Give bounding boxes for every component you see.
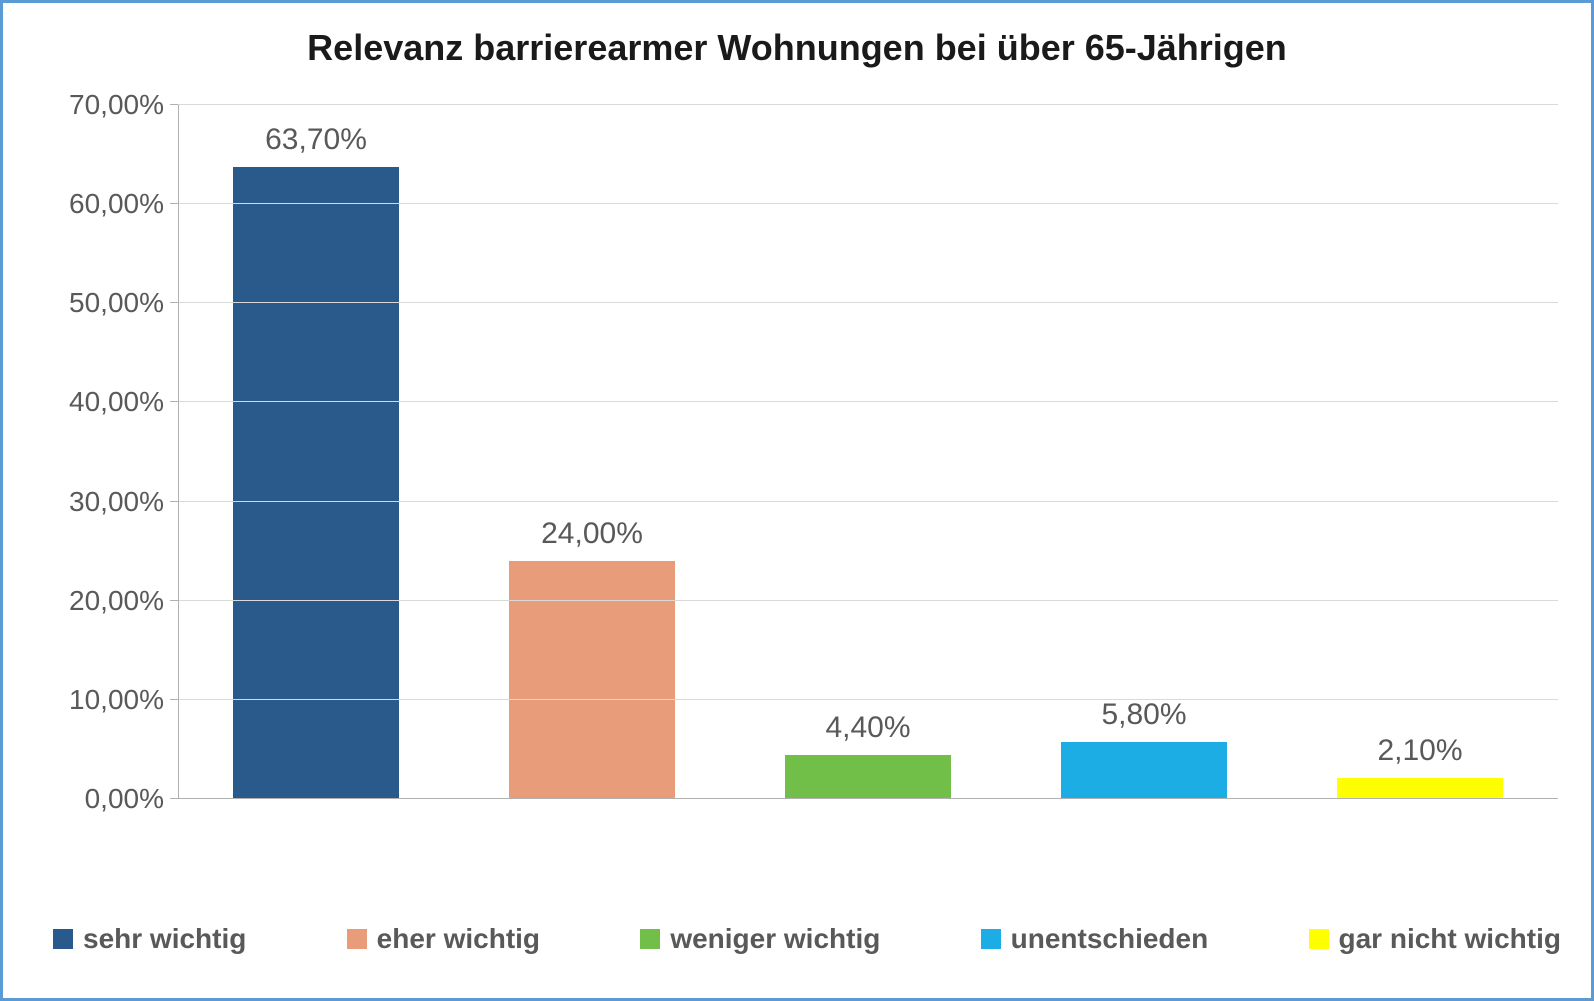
y-tick-label: 20,00% (69, 585, 178, 617)
gridline (178, 203, 1558, 204)
legend-item: sehr wichtig (53, 923, 246, 955)
bar-slot: 2,10% (1282, 105, 1558, 799)
bar-slot: 5,80% (1006, 105, 1282, 799)
legend-swatch (53, 929, 73, 949)
bar-data-label: 4,40% (825, 711, 910, 745)
bars-row: 63,70% 24,00% 4,40% 5,80% 2,10% (178, 105, 1558, 799)
y-tick-label: 40,00% (69, 386, 178, 418)
y-tick-label: 0,00% (85, 783, 178, 815)
chart-frame: Relevanz barrierearmer Wohnungen bei übe… (0, 0, 1594, 1001)
bar (509, 561, 675, 799)
legend-swatch (640, 929, 660, 949)
y-tick-label: 60,00% (69, 188, 178, 220)
legend-label: gar nicht wichtig (1339, 923, 1561, 955)
y-tick-label: 30,00% (69, 486, 178, 518)
y-tick-label: 50,00% (69, 287, 178, 319)
legend-swatch (1309, 929, 1329, 949)
y-tick-label: 10,00% (69, 684, 178, 716)
y-tick-label: 70,00% (69, 89, 178, 121)
bar-slot: 24,00% (454, 105, 730, 799)
gridline (178, 501, 1558, 502)
legend-item: gar nicht wichtig (1309, 923, 1561, 955)
bar-slot: 63,70% (178, 105, 454, 799)
legend-swatch (347, 929, 367, 949)
gridline (178, 600, 1558, 601)
chart-title: Relevanz barrierearmer Wohnungen bei übe… (3, 27, 1591, 69)
legend-item: weniger wichtig (640, 923, 880, 955)
gridline (178, 699, 1558, 700)
y-axis-line (178, 105, 179, 799)
legend: sehr wichtig eher wichtig weniger wichtig u… (53, 923, 1561, 955)
bar (1337, 778, 1503, 799)
legend-swatch (981, 929, 1001, 949)
x-axis-line (178, 798, 1558, 799)
gridline (178, 302, 1558, 303)
gridline (178, 104, 1558, 105)
legend-label: sehr wichtig (83, 923, 246, 955)
bar-slot: 4,40% (730, 105, 1006, 799)
bar-data-label: 24,00% (541, 517, 643, 551)
legend-item: unentschieden (981, 923, 1209, 955)
bar (1061, 742, 1227, 800)
bar-data-label: 5,80% (1101, 698, 1186, 732)
gridline (178, 401, 1558, 402)
bar-data-label: 63,70% (265, 123, 367, 157)
bar-data-label: 2,10% (1377, 734, 1462, 768)
plot-area: 63,70%24,00%4,40%5,80%2,10% 0,00%10,00%2… (178, 105, 1558, 799)
bar (233, 167, 399, 799)
legend-label: weniger wichtig (670, 923, 880, 955)
legend-label: eher wichtig (377, 923, 540, 955)
legend-label: unentschieden (1011, 923, 1209, 955)
legend-item: eher wichtig (347, 923, 540, 955)
bar (785, 755, 951, 799)
